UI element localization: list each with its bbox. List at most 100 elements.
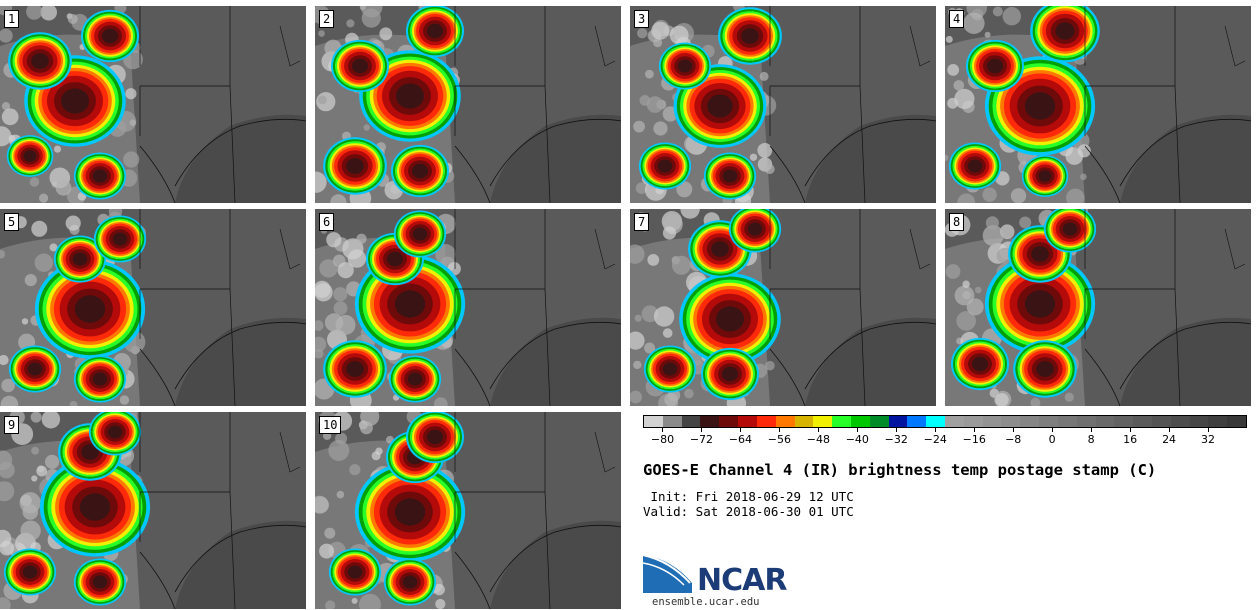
panel-number: 7 <box>634 213 650 231</box>
colorbar-tick-label: −32 <box>884 433 908 446</box>
colorbar-swatch <box>907 416 927 427</box>
colorbar-tick <box>857 428 859 432</box>
colorbar-swatch <box>1001 416 1021 427</box>
colorbar-tick-label: −64 <box>728 433 753 446</box>
colorbar-swatch <box>700 416 720 427</box>
postage-stamp-9: 9 <box>0 412 306 609</box>
postage-stamp-8: 8 <box>945 209 1251 406</box>
ncar-logo-icon <box>642 554 692 593</box>
satellite-ir-map <box>630 6 936 203</box>
init-time: Init: Fri 2018-06-29 12 UTC <box>643 489 854 504</box>
colorbar-swatch <box>888 416 908 427</box>
colorbar-swatch <box>813 416 833 427</box>
satellite-ir-map <box>315 209 621 406</box>
colorbar-tick-label: −80 <box>650 433 675 446</box>
colorbar-tick <box>1208 428 1210 432</box>
panel-number: 5 <box>4 213 20 231</box>
colorbar-swatch <box>794 416 814 427</box>
colorbar-tick-label: 32 <box>1201 433 1216 446</box>
colorbar-tick-label: 8 <box>1087 433 1095 446</box>
colorbar-tick <box>779 428 781 432</box>
satellite-ir-map <box>630 209 936 406</box>
colorbar-swatch <box>756 416 776 427</box>
panel-number: 8 <box>949 213 965 231</box>
colorbar-swatch <box>1189 416 1209 427</box>
colorbar-tick <box>1013 428 1015 432</box>
postage-stamp-3: 3 <box>630 6 936 203</box>
colorbar-swatch <box>982 416 1002 427</box>
panel-number: 4 <box>949 10 965 28</box>
colorbar-swatch <box>926 416 945 427</box>
colorbar-swatch <box>1151 416 1171 427</box>
postage-stamp-1: 1 <box>0 6 306 203</box>
postage-stamp-10: 10 <box>315 412 621 609</box>
colorbar-swatch <box>832 416 851 427</box>
colorbar-tick-label: −24 <box>923 433 947 446</box>
colorbar-swatch <box>1227 416 1246 427</box>
postage-stamp-5: 5 <box>0 209 306 406</box>
colorbar-tick-label: 16 <box>1123 433 1138 446</box>
colorbar-swatch <box>681 416 701 427</box>
postage-stamp-2: 2 <box>315 6 621 203</box>
colorbar-tick-label: −8 <box>1005 433 1022 446</box>
colorbar-swatch <box>945 416 964 427</box>
colorbar-swatch <box>738 416 757 427</box>
colorbar-swatch <box>869 416 889 427</box>
colorbar-swatch <box>1208 416 1228 427</box>
colorbar-tick <box>896 428 898 432</box>
satellite-ir-map <box>0 412 306 609</box>
satellite-ir-map <box>0 6 306 203</box>
colorbar-tick <box>1169 428 1171 432</box>
colorbar-tick-label: −72 <box>689 433 714 446</box>
satellite-ir-map <box>945 209 1251 406</box>
postage-stamp-7: 7 <box>630 209 936 406</box>
colorbar-tick <box>935 428 937 432</box>
valid-time: Valid: Sat 2018-06-30 01 UTC <box>643 504 854 519</box>
satellite-ir-map <box>0 209 306 406</box>
panel-number: 10 <box>319 416 342 434</box>
colorbar-swatch <box>719 416 739 427</box>
colorbar-tick-label: −16 <box>962 433 986 446</box>
colorbar-swatch <box>644 416 663 427</box>
colorbar-swatch <box>775 416 795 427</box>
satellite-ir-map <box>945 6 1251 203</box>
colorbar-tick <box>974 428 976 432</box>
colorbar-swatch <box>1133 416 1152 427</box>
logo-text: NCAR <box>697 563 787 598</box>
colorbar-swatch <box>1114 416 1134 427</box>
colorbar-swatch <box>850 416 870 427</box>
figure-title: GOES-E Channel 4 (IR) brightness temp po… <box>643 461 1157 479</box>
colorbar-tick <box>1091 428 1093 432</box>
panel-number: 9 <box>4 416 20 434</box>
satellite-ir-map <box>315 6 621 203</box>
panel-number: 3 <box>634 10 650 28</box>
colorbar-swatch <box>1095 416 1115 427</box>
colorbar-tick <box>1052 428 1054 432</box>
colorbar-tick-label: −48 <box>806 433 830 446</box>
colorbar-tick-label: −56 <box>767 433 791 446</box>
colorbar-tick <box>701 428 703 432</box>
panel-number: 1 <box>4 10 20 28</box>
colorbar-tick <box>818 428 820 432</box>
colorbar-swatch <box>662 416 682 427</box>
colorbar-tick <box>662 428 664 432</box>
website-link[interactable]: ensemble.ucar.edu <box>652 596 760 608</box>
colorbar-swatch <box>1020 416 1040 427</box>
colorbar-tick <box>740 428 742 432</box>
satellite-ir-map <box>315 412 621 609</box>
postage-stamp-6: 6 <box>315 209 621 406</box>
colorbar-tick-label: 24 <box>1162 433 1177 446</box>
postage-stamp-4: 4 <box>945 6 1251 203</box>
temperature-colorbar <box>643 415 1247 428</box>
colorbar-tick-label: −40 <box>845 433 869 446</box>
colorbar-swatch <box>1170 416 1190 427</box>
colorbar-swatch <box>1039 416 1058 427</box>
colorbar-tick-label: 0 <box>1048 433 1056 446</box>
panel-number: 2 <box>319 10 335 28</box>
panel-number: 6 <box>319 213 335 231</box>
colorbar-ticks: −80 −72 −64 −56 −48 −40 −32 −24 −16 −8 0 8 16 24 32 <box>643 428 1247 448</box>
colorbar-swatch <box>963 416 983 427</box>
colorbar-tick <box>1130 428 1132 432</box>
colorbar-swatch <box>1057 416 1077 427</box>
colorbar-swatch <box>1076 416 1096 427</box>
